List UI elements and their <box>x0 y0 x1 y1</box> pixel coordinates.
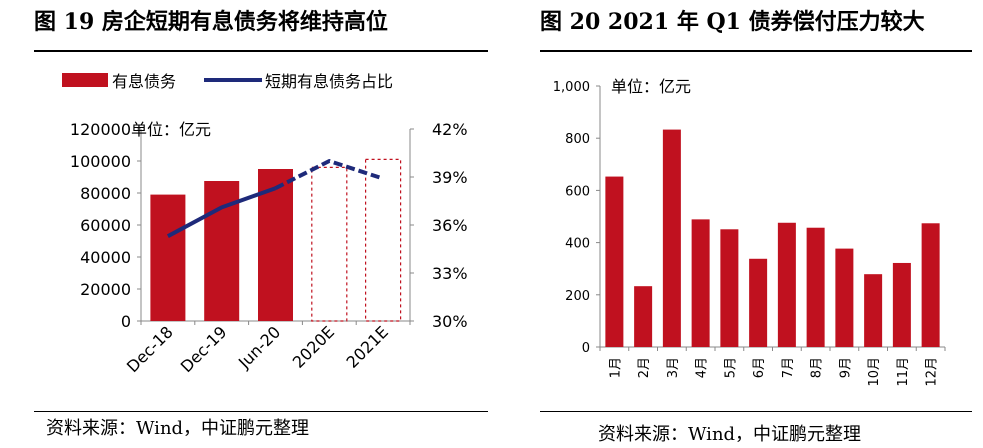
bar-monthly <box>720 229 739 347</box>
left-y-tick-label: 40000 <box>80 248 131 267</box>
x-tick-label: Jun-20 <box>234 322 284 372</box>
bar-debt <box>150 194 186 321</box>
left-y-tick-label: 100000 <box>70 152 131 171</box>
monthly-x-tick-label: 9月 <box>838 357 853 378</box>
monthly-y-tick-label: 800 <box>565 132 590 147</box>
monthly-x-tick-label: 10月 <box>867 357 882 387</box>
x-tick-label: Dec-19 <box>177 322 231 376</box>
bar-monthly <box>921 223 940 347</box>
bar-debt-estimated <box>311 166 348 322</box>
left-y-tick-label: 0 <box>121 312 131 331</box>
monthly-y-tick-label: 600 <box>565 184 590 199</box>
legend-label-debt: 有息债务 <box>112 72 176 91</box>
left-chart-title: 图 19 房企短期有息债务将维持高位 <box>34 9 388 35</box>
line-ratio-solid <box>166 186 277 238</box>
monthly-x-tick-label: 1月 <box>608 357 623 378</box>
bar-debt-estimated <box>365 158 402 322</box>
monthly-x-tick-label: 2月 <box>637 357 652 378</box>
right-y-tick-label: 39% <box>432 168 468 187</box>
bar-monthly <box>691 219 710 347</box>
monthly-x-tick-label: 11月 <box>896 357 911 387</box>
line-ratio-estimated <box>274 159 384 190</box>
right-chart-title: 图 20 2021 年 Q1 债券偿付压力较大 <box>540 9 925 35</box>
bar-monthly <box>835 248 854 347</box>
monthly-x-tick-label: 7月 <box>781 357 796 378</box>
x-tick-label: 2020E <box>289 322 338 371</box>
monthly-x-tick-label: 3月 <box>666 357 681 378</box>
monthly-x-tick-label: 12月 <box>925 357 940 387</box>
bar-monthly <box>749 258 768 347</box>
left-unit-note: 单位：亿元 <box>131 120 211 139</box>
x-tick-label: 2021E <box>343 322 392 371</box>
bar-monthly <box>806 227 825 347</box>
bar-monthly <box>777 222 796 347</box>
monthly-y-tick-label: 400 <box>565 237 590 252</box>
left-y-tick-label: 20000 <box>80 280 131 299</box>
bar-monthly <box>605 176 624 347</box>
bar-monthly <box>634 286 653 347</box>
monthly-x-tick-label: 4月 <box>695 357 710 378</box>
right-top-rule <box>540 50 972 52</box>
monthly-y-tick-label: 200 <box>565 289 590 304</box>
right-y-tick-label: 42% <box>432 120 468 139</box>
right-y-tick-label: 36% <box>432 216 468 235</box>
left-y-tick-label: 60000 <box>80 216 131 235</box>
monthly-unit-note: 单位：亿元 <box>611 77 691 96</box>
bar-monthly <box>892 262 911 347</box>
left-y-tick-label: 120000 <box>70 120 131 139</box>
right-y-tick-label: 33% <box>432 264 468 283</box>
right-source-note: 资料来源：Wind，中证鹏元整理 <box>598 424 862 445</box>
monthly-y-tick-label: 0 <box>582 341 590 356</box>
monthly-x-tick-label: 8月 <box>810 357 825 378</box>
monthly-x-tick-label: 6月 <box>752 357 767 378</box>
monthly-y-tick-label: 1,000 <box>553 80 590 95</box>
legend-label-ratio: 短期有息债务占比 <box>265 72 393 91</box>
left-source-note: 资料来源：Wind，中证鹏元整理 <box>46 418 310 439</box>
right-bottom-rule <box>540 411 972 412</box>
left-y-tick-label: 80000 <box>80 184 131 203</box>
monthly-x-tick-label: 5月 <box>723 357 738 378</box>
legend-swatch-debt <box>62 73 108 87</box>
left-top-rule <box>34 50 488 52</box>
left-bottom-rule <box>34 411 488 412</box>
bar-monthly <box>662 129 681 347</box>
right-y-tick-label: 30% <box>432 312 468 331</box>
bar-monthly <box>864 274 883 347</box>
